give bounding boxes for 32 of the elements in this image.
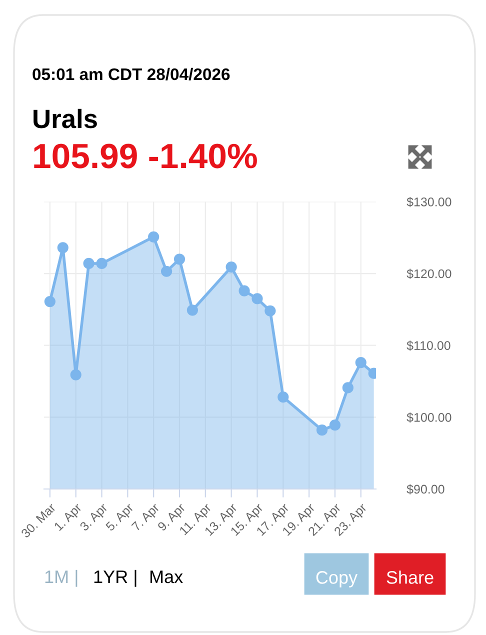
point <box>83 258 94 270</box>
text: Share <box>386 570 434 584</box>
chart-title: Urals <box>34 108 97 128</box>
text: 1M | <box>45 570 78 587</box>
point <box>148 231 160 242</box>
y-tick-label: $120.00 <box>406 268 452 279</box>
point <box>264 305 276 316</box>
point <box>226 262 237 273</box>
point <box>238 285 250 296</box>
y-tick-label: $90.00 <box>406 484 444 494</box>
point <box>96 258 108 270</box>
point <box>70 369 82 380</box>
point <box>57 242 68 254</box>
y-tick-label: $100.00 <box>406 412 452 423</box>
point <box>186 304 198 316</box>
point <box>329 420 341 431</box>
text: 1YR | <box>94 570 136 587</box>
point <box>174 254 186 265</box>
y-tick-label: $130.00 <box>406 196 452 208</box>
point <box>342 382 354 394</box>
text: Max <box>150 570 183 584</box>
x-tick-label: 30. Mar <box>20 502 56 538</box>
text: 05:01 am CDT 28/04/2026 <box>32 68 230 80</box>
point <box>160 266 172 277</box>
point <box>316 424 328 436</box>
chart-subtitle: 105.99 -1.40% <box>34 144 257 168</box>
point <box>278 392 289 403</box>
y-tick-label: $110.00 <box>406 340 450 351</box>
point <box>252 293 263 304</box>
text: Copy <box>316 571 358 588</box>
point <box>44 296 56 308</box>
point <box>355 357 366 368</box>
